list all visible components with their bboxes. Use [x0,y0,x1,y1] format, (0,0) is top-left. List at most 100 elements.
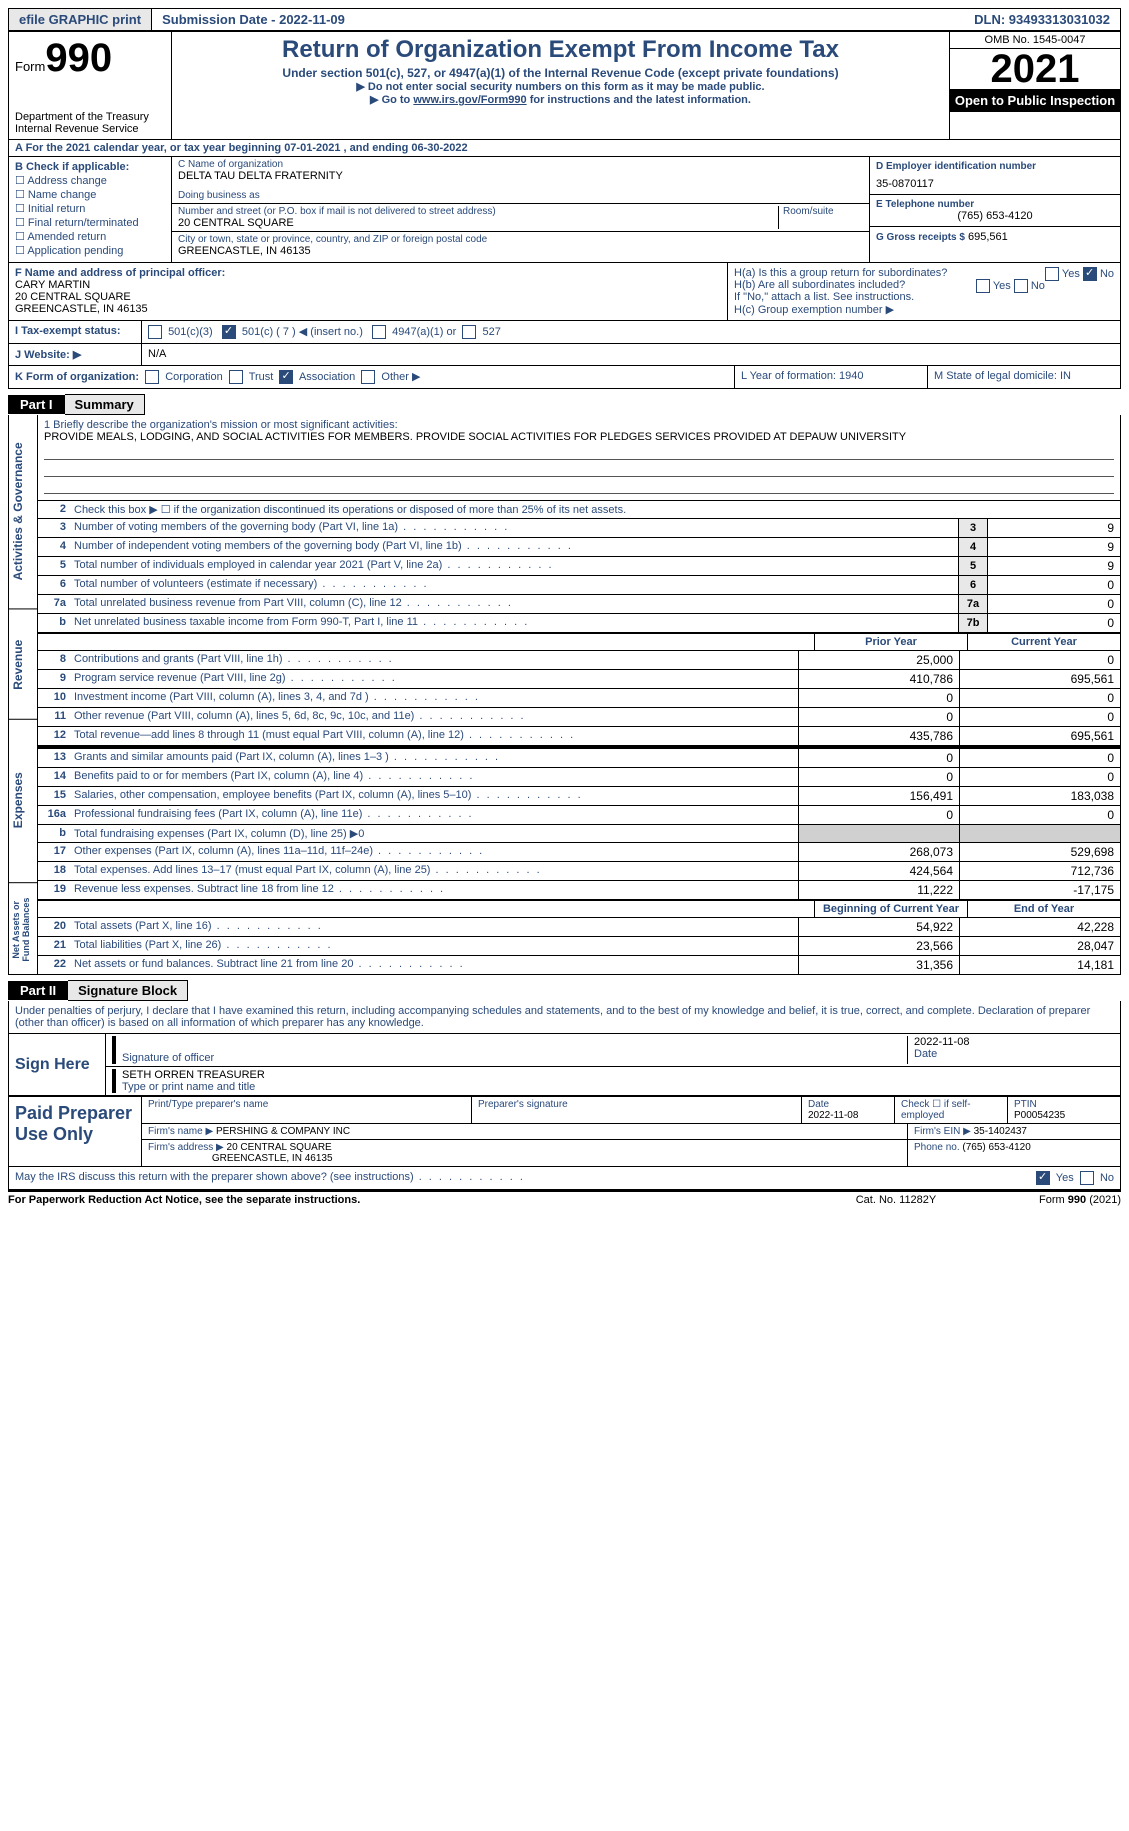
rot-ag: Activities & Governance [9,415,37,609]
prep-name-label: Print/Type preparer's name [148,1099,268,1110]
state-domicile: M State of legal domicile: IN [927,366,1120,388]
chk-527[interactable] [462,325,476,339]
h-a: H(a) Is this a group return for subordin… [734,267,1114,279]
sig-name-label: Type or print name and title [122,1081,255,1093]
form-label: Form [15,59,45,74]
row-i: I Tax-exempt status: 501(c)(3) 501(c) ( … [8,321,1121,344]
dln-label: DLN: 93493313031032 [964,9,1120,30]
city-label: City or town, state or province, country… [178,234,863,245]
part2-title: Signature Block [68,980,188,1001]
irs-no-chk[interactable] [1080,1171,1094,1185]
row-fh: F Name and address of principal officer:… [8,263,1121,321]
col-d: D Employer identification number 35-0870… [870,157,1120,262]
chk-501c[interactable] [222,325,236,339]
na-lines-20: 20Total assets (Part X, line 16)54,92242… [38,918,1120,937]
chk-trust[interactable] [229,370,243,384]
part1-title: Summary [65,394,145,415]
efile-button[interactable]: efile GRAPHIC print [9,9,152,30]
irs-yes-chk[interactable] [1036,1171,1050,1185]
chk-501c3[interactable] [148,325,162,339]
firm-ein-label: Firm's EIN ▶ [914,1126,971,1137]
page-footer: For Paperwork Reduction Act Notice, see … [8,1190,1121,1206]
hb-no-chk[interactable] [1014,279,1028,293]
chk-final-return[interactable]: ☐ Final return/terminated [15,216,165,229]
na-lines-21: 21Total liabilities (Part X, line 26)23,… [38,937,1120,956]
rev-lines-8: 8Contributions and grants (Part VIII, li… [38,651,1120,670]
firm-addr-label: Firm's address ▶ [148,1142,224,1153]
ptin-value: P00054235 [1014,1110,1065,1121]
summary-body: 1 Briefly describe the organization's mi… [38,415,1120,974]
part2-tag: Part II [8,981,68,1000]
footer-left: For Paperwork Reduction Act Notice, see … [8,1194,821,1206]
ha-no-chk[interactable] [1083,267,1097,281]
dba-label: Doing business as [178,190,863,201]
exp-lines-16a: 16aProfessional fundraising fees (Part I… [38,806,1120,825]
top-bar: efile GRAPHIC print Submission Date - 20… [8,8,1121,32]
paid-label: Paid Preparer Use Only [9,1097,142,1166]
tax-year: 2021 [950,49,1120,89]
website-value: N/A [142,344,1120,365]
sig-date-label: Date [914,1048,937,1060]
h-b-note: If "No," attach a list. See instructions… [734,291,1114,303]
chk-4947[interactable] [372,325,386,339]
ag-line-2: 2Check this box ▶ ☐ if the organization … [38,501,1120,519]
tel-label: E Telephone number [876,199,1114,210]
summary-table: Activities & Governance Revenue Expenses… [8,415,1121,975]
hb-yes-chk[interactable] [976,279,990,293]
prep-sig-label: Preparer's signature [478,1099,568,1110]
org-name: DELTA TAU DELTA FRATERNITY [178,170,863,182]
col-b-label: B Check if applicable: [15,161,129,173]
form-number-value: 990 [45,36,112,80]
chk-amended[interactable]: ☐ Amended return [15,230,165,243]
chk-app-pending[interactable]: ☐ Application pending [15,244,165,257]
chk-address-change[interactable]: ☐ Address change [15,174,165,187]
col-c: C Name of organization DELTA TAU DELTA F… [172,157,870,262]
gross-label: G Gross receipts $ [876,232,965,243]
boy-head: Beginning of Current Year [814,901,967,917]
instruction-2: ▶ Go to www.irs.gov/Form990 for instruct… [178,93,943,106]
exp-lines-14: 14Benefits paid to or for members (Part … [38,768,1120,787]
ha-yes-chk[interactable] [1045,267,1059,281]
firm-phone: (765) 653-4120 [962,1142,1030,1153]
part1-header: Part ISummary [8,389,1121,415]
chk-other[interactable] [361,370,375,384]
rev-lines-11: 11Other revenue (Part VIII, column (A), … [38,708,1120,727]
col-b: B Check if applicable: ☐ Address change … [9,157,172,262]
irs-link[interactable]: www.irs.gov/Form990 [413,94,526,106]
footer-cat: Cat. No. 11282Y [821,1194,971,1206]
form-org-label: K Form of organization: [15,371,139,383]
exp-lines-b: bTotal fundraising expenses (Part IX, co… [38,825,1120,843]
footer-right: Form 990 (2021) [971,1194,1121,1206]
rev-lines-10: 10Investment income (Part VIII, column (… [38,689,1120,708]
firm-name: PERSHING & COMPANY INC [216,1126,350,1137]
mission-label: 1 Briefly describe the organization's mi… [44,419,398,431]
org-name-label: C Name of organization [178,159,863,170]
form-header: Form990 Department of the Treasury Inter… [8,32,1121,140]
website-label: J Website: ▶ [9,344,142,365]
chk-initial-return[interactable]: ☐ Initial return [15,202,165,215]
city-value: GREENCASTLE, IN 46135 [178,245,863,257]
chk-corp[interactable] [145,370,159,384]
officer-label: F Name and address of principal officer: [15,267,225,279]
exp-lines-15: 15Salaries, other compensation, employee… [38,787,1120,806]
sig-date-value: 2022-11-08 [914,1036,969,1048]
form-title: Return of Organization Exempt From Incom… [178,36,943,64]
rot-exp: Expenses [9,719,37,883]
street-address: 20 CENTRAL SQUARE [178,217,778,229]
irs-discuss: May the IRS discuss this return with the… [8,1167,1121,1190]
line-a: A For the 2021 calendar year, or tax yea… [8,140,1121,157]
tel-value: (765) 653-4120 [876,210,1114,222]
ag-line-5: 5Total number of individuals employed in… [38,557,1120,576]
chk-assoc[interactable] [279,370,293,384]
ein-value: 35-0870117 [876,178,1114,190]
chk-name-change[interactable]: ☐ Name change [15,188,165,201]
section-bcd: B Check if applicable: ☐ Address change … [8,157,1121,263]
sig-officer-label: Signature of officer [122,1052,214,1064]
instr2-pre: ▶ Go to [370,94,413,106]
rev-header: Prior Year Current Year [38,632,1120,651]
sig-declaration: Under penalties of perjury, I declare th… [9,1001,1120,1033]
h-c: H(c) Group exemption number ▶ [734,303,1114,316]
instr2-post: for instructions and the latest informat… [527,94,751,106]
room-label: Room/suite [783,206,863,217]
officer-name: CARY MARTIN [15,279,90,291]
